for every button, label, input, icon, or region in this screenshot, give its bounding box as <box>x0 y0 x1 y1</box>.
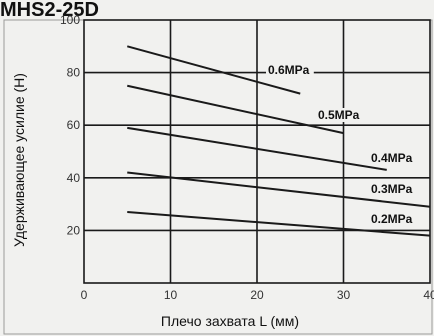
chart-title: MHS2-25D <box>0 0 99 21</box>
y-tick-label-2: 60 <box>67 118 81 132</box>
y-axis-label: Удерживающее усилие (Н) <box>11 73 27 247</box>
series-label-0: 0.6MPa <box>268 63 310 77</box>
series-label-bg-4 <box>369 212 417 226</box>
series-line-1 <box>127 84 344 135</box>
x-axis-label: Плечо захвата L (мм) <box>161 313 299 329</box>
y-tick-label-0: 20 <box>67 223 81 237</box>
series-line-4 <box>127 210 431 237</box>
x-tick-labels: 0 10 20 30 40 <box>81 288 434 302</box>
series-label-2: 0.4MPa <box>371 151 413 165</box>
series-label-3: 0.3MPa <box>371 182 413 196</box>
series-label-bg-2 <box>369 151 417 165</box>
x-tick-label-2: 20 <box>250 288 264 302</box>
y-tick-labels: 20 40 60 80 100 <box>60 13 80 237</box>
series-line-3 <box>127 171 431 208</box>
series-label-1: 0.5MPa <box>318 108 360 122</box>
y-tick-label-1: 40 <box>67 171 81 185</box>
series-line-0 <box>126 45 301 95</box>
series-line-2 <box>127 126 387 171</box>
x-tick-label-3: 30 <box>337 288 351 302</box>
series-lines: 0.6MPa 0.5MPa 0.4MPa 0.3MPa 0.2MPa <box>126 45 431 237</box>
series-label-bg-3 <box>369 182 417 196</box>
y-tick-label-4: 100 <box>60 13 80 27</box>
series-label-bg-1 <box>316 108 364 122</box>
series-label-4: 0.2MPa <box>371 212 413 226</box>
series-label-bg-0 <box>266 63 314 77</box>
y-tick-label-3: 80 <box>67 66 81 80</box>
x-tick-label-1: 10 <box>164 288 178 302</box>
x-tick-label-4: 40 <box>423 288 434 302</box>
grid-lines <box>83 19 431 284</box>
x-tick-label-0: 0 <box>81 288 88 302</box>
